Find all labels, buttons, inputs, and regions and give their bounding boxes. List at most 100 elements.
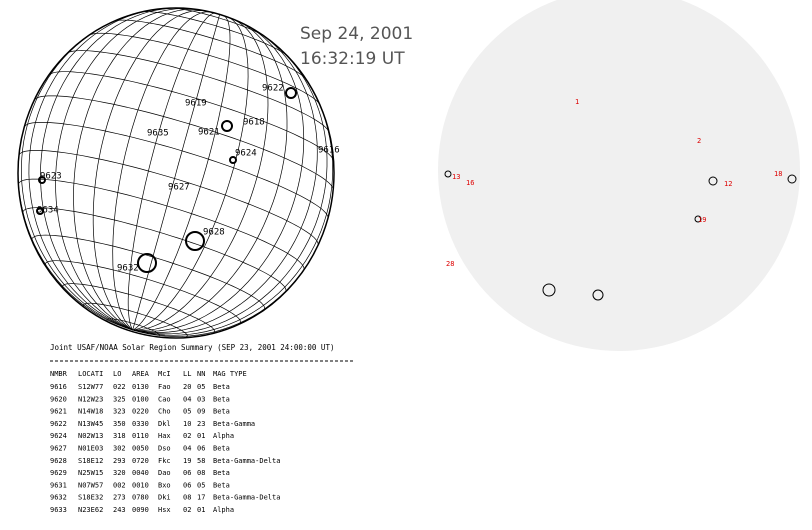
region-label: 9632 bbox=[117, 264, 139, 274]
table-cell: 0040 bbox=[132, 469, 149, 477]
table-cell: Beta bbox=[213, 395, 230, 403]
table-cell: 9632 bbox=[50, 494, 67, 502]
table-cell: Fao bbox=[158, 383, 171, 391]
table-cell: Beta bbox=[213, 445, 230, 453]
table-cell: N01E03 bbox=[78, 445, 103, 453]
table-cell: Hax bbox=[158, 432, 171, 440]
grid-line bbox=[83, 302, 188, 338]
table-cell: Alpha bbox=[213, 432, 234, 440]
table-cell: 17 bbox=[197, 494, 205, 502]
grid-line bbox=[48, 71, 334, 161]
table-cell: S18E12 bbox=[78, 457, 103, 465]
map-label: 12 bbox=[724, 180, 732, 188]
grid-line bbox=[113, 19, 307, 80]
table-cell: 0780 bbox=[132, 494, 149, 502]
table-cell: Bxo bbox=[158, 481, 171, 489]
table-cell: 325 bbox=[113, 395, 126, 403]
table-cell: Cao bbox=[158, 395, 171, 403]
grid-line bbox=[18, 150, 319, 245]
region-label: 9624 bbox=[235, 149, 257, 159]
table-cell: 002 bbox=[113, 481, 126, 489]
table-cell: 350 bbox=[113, 420, 126, 428]
table-cell: 9624 bbox=[50, 432, 67, 440]
grid-line bbox=[169, 7, 265, 37]
table-cell: 06 bbox=[183, 481, 191, 489]
sphere-limb bbox=[17, 7, 335, 339]
table-cell: 0110 bbox=[132, 432, 149, 440]
table-cell: 318 bbox=[113, 432, 126, 440]
table-cell: 04 bbox=[183, 445, 191, 453]
date: Sep 24, 2001 bbox=[300, 24, 413, 44]
column-header: LL bbox=[183, 370, 191, 378]
table-cell: 320 bbox=[113, 469, 126, 477]
table-cell: 293 bbox=[113, 457, 126, 465]
time: 16:32:19 UT bbox=[300, 49, 405, 69]
map-label: 13 bbox=[452, 173, 460, 181]
grid-line bbox=[132, 14, 221, 331]
table-cell: Beta bbox=[213, 481, 230, 489]
grid-line bbox=[132, 32, 318, 333]
table-cell: 9633 bbox=[50, 506, 67, 514]
table-cell: N12W23 bbox=[78, 395, 103, 403]
grid-line bbox=[132, 83, 334, 336]
table-cell: 02 bbox=[183, 432, 191, 440]
grid-line bbox=[18, 178, 305, 271]
grid-line bbox=[127, 12, 216, 331]
map-spots bbox=[444, 170, 797, 301]
region-label: 9634 bbox=[37, 206, 59, 216]
region-label: 9621 bbox=[198, 128, 220, 138]
table-cell: Cho bbox=[158, 408, 171, 416]
table-cell: 20 bbox=[183, 383, 191, 391]
table-cell: Dki bbox=[158, 494, 171, 502]
table-cell: 0090 bbox=[132, 506, 149, 514]
table-cell: 9629 bbox=[50, 469, 67, 477]
table-cell: 0330 bbox=[132, 420, 149, 428]
table-cell: 01 bbox=[197, 506, 205, 514]
grid-line bbox=[132, 15, 231, 331]
table-cell: Beta bbox=[213, 408, 230, 416]
table-cell: 08 bbox=[197, 469, 205, 477]
table-cell: 58 bbox=[197, 457, 205, 465]
table-cell: 06 bbox=[183, 469, 191, 477]
table-cell: 19 bbox=[183, 457, 191, 465]
grid-line bbox=[112, 11, 212, 331]
grid-line bbox=[28, 8, 159, 331]
map-label: 18 bbox=[774, 170, 782, 178]
table-cell: 10 bbox=[183, 420, 191, 428]
column-header: NMBR bbox=[50, 370, 68, 378]
region-label: 9622 bbox=[262, 84, 284, 94]
summary-title: Joint USAF/NOAA Solar Region Summary (SE… bbox=[50, 343, 334, 352]
column-header: NN bbox=[197, 370, 205, 378]
table-cell: Beta-Gamma bbox=[213, 420, 255, 428]
grid-line bbox=[132, 43, 328, 335]
sphere-grid bbox=[17, 7, 334, 338]
grid-line bbox=[24, 121, 329, 219]
table-cell: Beta-Gamma-Delta bbox=[213, 494, 280, 502]
table-cell: 0050 bbox=[132, 445, 149, 453]
grid-line bbox=[66, 50, 330, 132]
column-header: MAG TYPE bbox=[213, 370, 247, 378]
grid-line bbox=[132, 16, 249, 331]
table-cell: N25W15 bbox=[78, 469, 103, 477]
table-cell: Dso bbox=[158, 445, 171, 453]
table-cell: Beta bbox=[213, 383, 230, 391]
region-label: 9627 bbox=[168, 183, 190, 193]
column-header: LO bbox=[113, 370, 121, 378]
table-cell: 02 bbox=[183, 506, 191, 514]
region-label: 9619 bbox=[185, 99, 207, 109]
table-cell: Dao bbox=[158, 469, 171, 477]
table-cell: 06 bbox=[197, 445, 205, 453]
table-cell: 23 bbox=[197, 420, 205, 428]
table-cell: S12W77 bbox=[78, 383, 103, 391]
table-cell: Beta bbox=[213, 469, 230, 477]
table-cell: 05 bbox=[183, 408, 191, 416]
grid-line bbox=[34, 95, 334, 190]
table-cell: 9631 bbox=[50, 481, 67, 489]
map-label: 28 bbox=[446, 260, 454, 268]
table-cell: 9627 bbox=[50, 445, 67, 453]
grid-line bbox=[132, 26, 305, 332]
map-disk bbox=[438, 0, 800, 351]
table-cell: 0130 bbox=[132, 383, 149, 391]
column-header: AREA bbox=[132, 370, 150, 378]
table-cell: 9620 bbox=[50, 395, 67, 403]
